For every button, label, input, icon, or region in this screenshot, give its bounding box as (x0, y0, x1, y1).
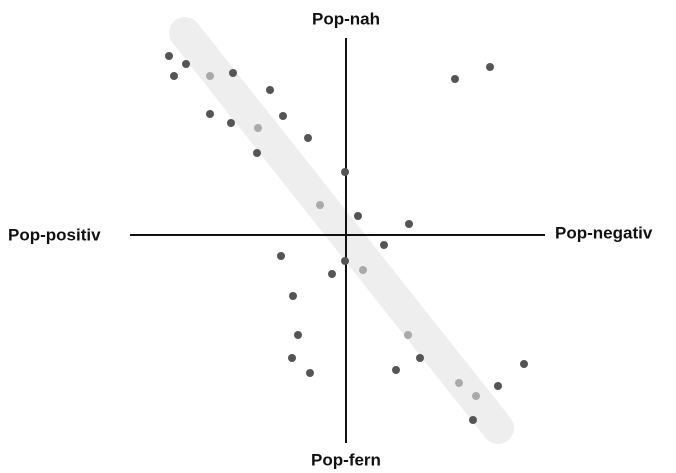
point (392, 366, 400, 374)
point (494, 382, 502, 390)
point (405, 220, 413, 228)
point (486, 63, 494, 71)
point (279, 112, 287, 120)
point (294, 331, 302, 339)
highlight-point (472, 392, 480, 400)
point (206, 110, 214, 118)
point (289, 292, 297, 300)
point (306, 369, 314, 377)
point (451, 75, 459, 83)
point (304, 134, 312, 142)
point (277, 252, 285, 260)
highlight-point (404, 331, 412, 339)
highlight-point (455, 379, 463, 387)
point (170, 72, 178, 80)
trend-band (169, 17, 514, 444)
point (253, 149, 261, 157)
axis-label-bottom: Pop-fern (311, 450, 381, 469)
point (266, 86, 274, 94)
point (380, 241, 388, 249)
highlight-point (316, 201, 324, 209)
point (328, 270, 336, 278)
highlight-point (359, 266, 367, 274)
point (469, 416, 477, 424)
point (182, 60, 190, 68)
axis-label-right: Pop-negativ (555, 223, 653, 242)
point (354, 212, 362, 220)
point (341, 257, 349, 265)
highlight-point (206, 72, 214, 80)
point (165, 52, 173, 60)
point (227, 119, 235, 127)
axis-label-left: Pop-positiv (8, 225, 101, 244)
point (416, 354, 424, 362)
point (229, 69, 237, 77)
point (288, 354, 296, 362)
axis-label-top: Pop-nah (312, 9, 380, 28)
points (165, 52, 528, 424)
point (520, 360, 528, 368)
point (341, 168, 349, 176)
highlight-point (254, 124, 262, 132)
